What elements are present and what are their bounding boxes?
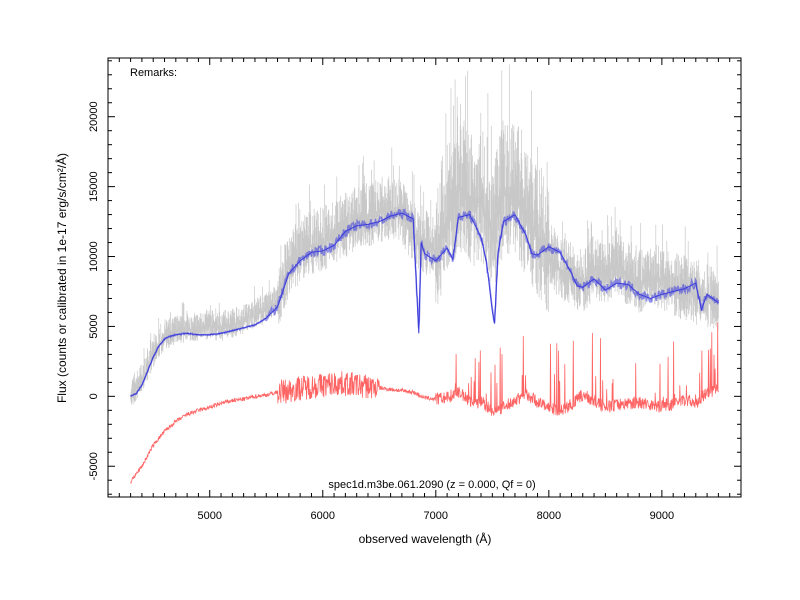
y-tick-label: 10000 — [88, 241, 100, 272]
series-line — [130, 322, 719, 485]
y-tick-label: 5000 — [88, 314, 100, 338]
noise-band — [130, 64, 719, 405]
axes: 5000 6000 7000 8000 9000 -5000 0 5000 10000 15000… — [88, 57, 742, 522]
series-1 — [129, 207, 720, 397]
x-axis-label: observed wavelength (Å) — [359, 531, 492, 546]
x-tick-label: 7000 — [424, 510, 448, 522]
spectrum-id-annotation: spec1d.m3be.061.2090 (z = 0.000, Qf = 0) — [328, 479, 535, 491]
x-tick-label: 6000 — [311, 510, 335, 522]
y-tick-label: 20000 — [88, 101, 100, 132]
y-tick-label: -5000 — [88, 452, 100, 480]
x-tick-label: 5000 — [197, 510, 221, 522]
plot-area — [129, 64, 720, 485]
x-tick-label: 9000 — [650, 510, 674, 522]
series-line — [130, 212, 719, 397]
series-0 — [130, 64, 719, 405]
y-tick-label: 15000 — [88, 171, 100, 202]
x-tick-label: 8000 — [537, 510, 561, 522]
y-axis-label: Flux (counts or calibrated in 1e-17 erg/… — [54, 153, 69, 403]
remarks-label: Remarks: — [130, 67, 177, 79]
series-2 — [130, 322, 719, 485]
y-tick-label: 0 — [88, 393, 100, 399]
